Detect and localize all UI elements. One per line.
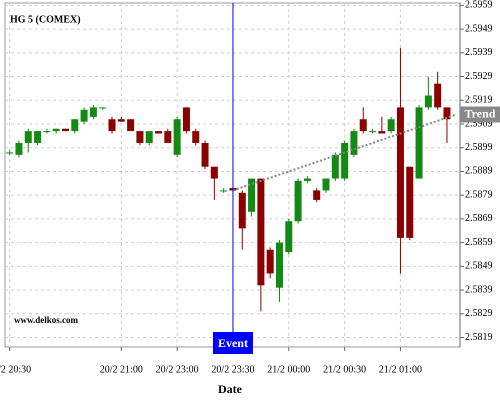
candle-body xyxy=(275,242,283,288)
y-tick-label: 2.5959 xyxy=(465,0,493,11)
y-tick-label: 2.5919 xyxy=(465,95,493,106)
candle-body xyxy=(15,142,23,155)
trend-label: Trend xyxy=(465,106,496,120)
watermark: www.delkos.com xyxy=(14,315,79,325)
y-tick-label: 2.5849 xyxy=(465,261,493,272)
candle-body xyxy=(192,131,200,143)
grid xyxy=(5,3,460,347)
candle-body xyxy=(313,190,321,200)
candle-body xyxy=(220,190,228,192)
candle-body xyxy=(266,249,274,274)
candle-body xyxy=(285,221,293,253)
x-tick-label: 21/2 00:30 xyxy=(323,364,366,375)
candle-body xyxy=(127,119,135,132)
x-axis-label: Date xyxy=(218,382,243,396)
candle-body xyxy=(331,154,339,179)
candle-body xyxy=(378,131,386,134)
candle-body xyxy=(248,178,256,212)
candle-body xyxy=(257,178,265,286)
y-tick-label: 2.5889 xyxy=(465,166,493,177)
candle-body xyxy=(369,131,377,133)
candle-body xyxy=(294,180,302,222)
candle-body xyxy=(201,142,209,167)
candle-body xyxy=(182,107,190,132)
candle-body xyxy=(117,119,125,122)
candle-body xyxy=(406,166,414,238)
candle-body xyxy=(303,178,311,181)
x-tick-label: 21/2 00:00 xyxy=(267,364,310,375)
y-tick-label: 2.5839 xyxy=(465,284,493,295)
candle-body xyxy=(164,131,172,143)
candle-body xyxy=(99,107,107,109)
candle-body xyxy=(24,131,32,143)
candle-body xyxy=(145,131,153,143)
candle-body xyxy=(387,119,395,132)
candle-body xyxy=(359,119,367,132)
event-label-box xyxy=(212,332,253,354)
x-tick-label: 20/2 23:30 xyxy=(211,364,254,375)
y-tick-label: 2.5899 xyxy=(465,142,493,153)
candle-body xyxy=(238,192,246,229)
y-tick-label: 2.5829 xyxy=(465,308,493,319)
x-tick-label: 20/2 21:00 xyxy=(100,364,143,375)
y-tick-label: 2.5859 xyxy=(465,237,493,248)
y-tick-label: 2.5929 xyxy=(465,71,493,82)
candle-body xyxy=(155,131,163,134)
x-tick-label: 20/2 23:00 xyxy=(156,364,199,375)
x-tick-label: 20/2 20:30 xyxy=(0,364,31,375)
chart-title: HG 5 (COMEX) xyxy=(10,14,81,25)
candle-body xyxy=(396,107,404,238)
candle-body xyxy=(341,142,349,179)
y-tick-label: 2.5869 xyxy=(465,213,493,224)
candle-body xyxy=(52,128,60,132)
x-tick-label: 21/2 01:00 xyxy=(379,364,422,375)
candle-body xyxy=(322,178,330,191)
candle-body xyxy=(350,131,358,155)
candle-body xyxy=(136,131,144,143)
candle-body xyxy=(424,95,432,108)
event-label: Event xyxy=(218,336,248,350)
trend-line xyxy=(232,113,457,192)
y-tick-label: 2.5939 xyxy=(465,47,493,58)
candle-body xyxy=(43,131,51,133)
candle-body xyxy=(80,109,88,122)
trend-label-box xyxy=(460,106,500,123)
y-tick-label: 2.5949 xyxy=(465,23,493,34)
candle-body xyxy=(415,107,423,179)
candle-body xyxy=(61,128,69,132)
candle-body xyxy=(89,107,97,117)
candle-body xyxy=(6,152,14,154)
y-tick-label: 2.5909 xyxy=(465,118,493,129)
marks xyxy=(6,3,457,347)
axes: 2.5819 2.5829 2.5839 2.5849 2.5859 2.5869 2.58… xyxy=(0,0,500,375)
candle-body xyxy=(71,119,79,132)
candle-body xyxy=(108,119,116,132)
y-tick-label: 2.5819 xyxy=(465,332,493,343)
candle-body xyxy=(173,119,181,155)
candle-body xyxy=(210,166,218,179)
candle-body xyxy=(443,107,451,120)
candle-body xyxy=(34,131,42,143)
y-tick-label: 2.5879 xyxy=(465,189,493,200)
candle-body xyxy=(434,83,442,108)
